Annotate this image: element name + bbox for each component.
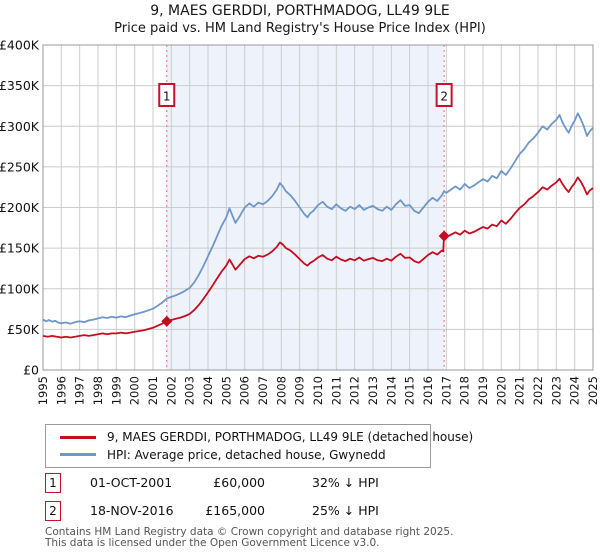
x-tick-label: 2020 [494,376,508,405]
y-tick-label: £250K [0,159,40,174]
plot-border [42,44,594,371]
x-tick-label: 2014 [384,376,398,405]
x-tick-label: 1998 [91,376,105,405]
y-tick-label: £400K [0,38,40,53]
y-tick-label: £150K [0,241,40,256]
price-paid-line-swatch [60,435,96,439]
sale-1-date: 01-OCT-2001 [90,475,173,490]
x-tick-label: 2013 [366,376,380,405]
sale-1-number-badge: 1 [45,473,61,493]
x-tick-label: 2002 [164,376,178,405]
y-tick-label: £300K [0,119,40,134]
x-tick-label: 2003 [183,376,197,405]
sale-1-hpi-diff: 32% ↓ HPI [312,475,379,490]
sale-1-price: £60,000 [213,475,265,490]
y-tick-label: £100K [0,281,40,296]
sale-2-number-badge: 2 [45,501,61,521]
x-tick-label: 1995 [36,376,50,405]
x-tick-label: 2023 [549,376,563,405]
legend-entry-price-paid: 9, MAES GERDDI, PORTHMADOG, LL49 9LE (de… [46,430,473,444]
event-badge-box-1 [158,83,176,107]
y-tick-label: £350K [0,78,40,93]
y-tick-label: £50K [7,322,40,337]
x-tick-label: 2019 [476,376,490,405]
price-paid-line [42,176,594,339]
x-tick-label: 2010 [311,376,325,405]
sale-2-date: 18-NOV-2016 [90,503,174,518]
sale-2-price: £165,000 [205,503,265,518]
x-tick-label: 2024 [568,376,582,405]
sale-marker-2 [438,230,450,242]
sale-row-1: 1 01-OCT-2001 £60,000 32% ↓ HPI [45,473,565,493]
legend-label-price-paid: 9, MAES GERDDI, PORTHMADOG, LL49 9LE (de… [107,430,474,445]
x-tick-label: 2025 [586,376,600,405]
x-tick-label: 1999 [109,376,123,405]
x-tick-label: 2021 [513,376,527,405]
legend-entry-hpi: HPI: Average price, detached house, Gwyn… [46,448,430,462]
x-tick-label: 2017 [439,376,453,405]
x-tick-label: 2015 [403,376,417,405]
x-tick-label: 2016 [421,376,435,405]
x-tick-label: 2001 [146,376,160,405]
event-badge-box-2 [435,83,453,107]
hpi-line-swatch [60,453,96,457]
legend: 9, MAES GERDDI, PORTHMADOG, LL49 9LE (de… [45,424,473,468]
x-tick-label: 1997 [73,376,87,405]
sale-marker-1 [161,315,173,327]
x-tick-label: 1996 [54,376,68,405]
x-tick-label: 2011 [329,376,343,405]
x-tick-label: 2022 [531,376,545,405]
x-tick-label: 2009 [293,376,307,405]
y-tick-label: £200K [0,200,40,215]
x-tick-label: 2007 [256,376,270,405]
licence-line: This data is licensed under the Open Gov… [45,537,380,549]
x-tick-label: 2012 [348,376,362,405]
hpi-line [42,112,594,325]
x-tick-label: 2008 [274,376,288,405]
x-tick-label: 2006 [238,376,252,405]
x-tick-label: 2000 [128,376,142,405]
sale-row-2: 2 18-NOV-2016 £165,000 25% ↓ HPI [45,501,565,521]
x-tick-label: 2004 [201,376,215,405]
y-tick-label: £0 [23,363,39,378]
event-badge-label-1: 1 [163,90,171,104]
copyright-line: Contains HM Land Registry data © Crown c… [45,526,454,538]
sale-2-hpi-diff: 25% ↓ HPI [312,503,379,518]
x-tick-label: 2018 [458,376,472,405]
x-tick-label: 2005 [219,376,233,405]
event-badge-label-2: 2 [440,90,448,104]
chart-title: 9, MAES GERDDI, PORTHMADOG, LL49 9LE [150,3,450,19]
chart-subtitle: Price paid vs. HM Land Registry's House … [114,21,486,36]
legend-label-hpi: HPI: Average price, detached house, Gwyn… [107,447,386,462]
